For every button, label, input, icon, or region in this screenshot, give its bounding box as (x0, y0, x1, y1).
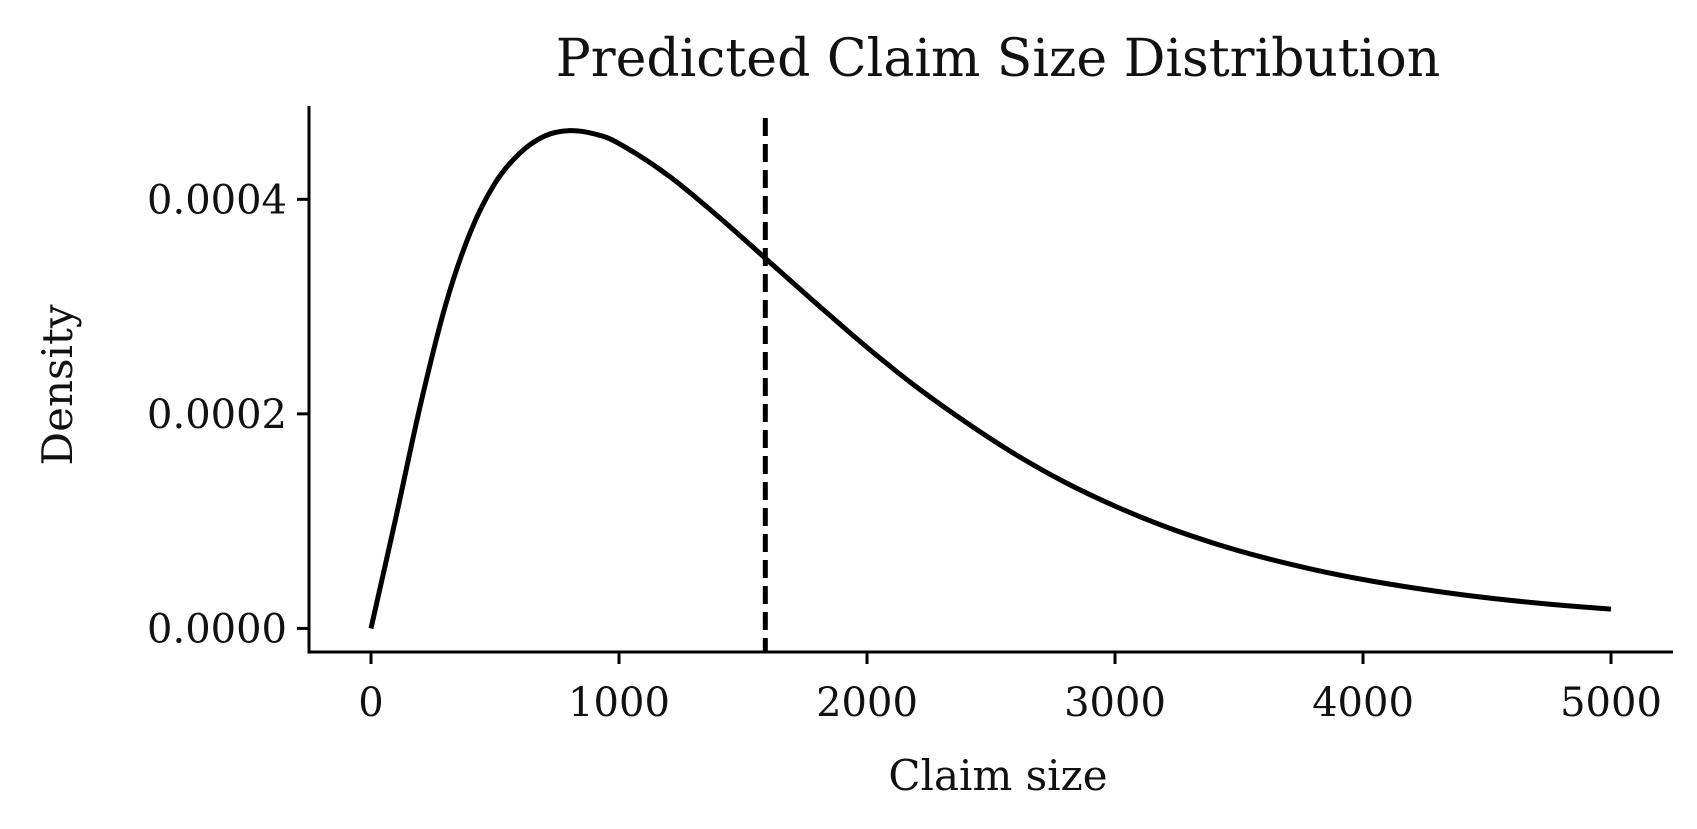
chart-title: Predicted Claim Size Distribution (556, 29, 1440, 89)
x-tick-label-4: 4000 (1312, 680, 1414, 726)
y-tick-label-0: 0.0000 (147, 606, 287, 652)
x-tick-label-5: 5000 (1560, 680, 1662, 726)
x-axis-label: Claim size (888, 751, 1107, 800)
x-tick-label-2: 2000 (816, 680, 918, 726)
x-tick-label-3: 3000 (1064, 680, 1166, 726)
x-tick-label-1: 1000 (568, 680, 670, 726)
y-axis-label: Density (33, 304, 82, 465)
y-tick-label-1: 0.0002 (147, 392, 287, 438)
y-tick-label-2: 0.0004 (147, 177, 287, 223)
plot-area (368, 118, 1612, 652)
x-tick-label-0: 0 (358, 680, 383, 726)
series-line-0 (368, 128, 1612, 629)
axes: 0 1000 2000 3000 4000 5000 0.0000 0.0002 0.0004 (147, 106, 1673, 726)
